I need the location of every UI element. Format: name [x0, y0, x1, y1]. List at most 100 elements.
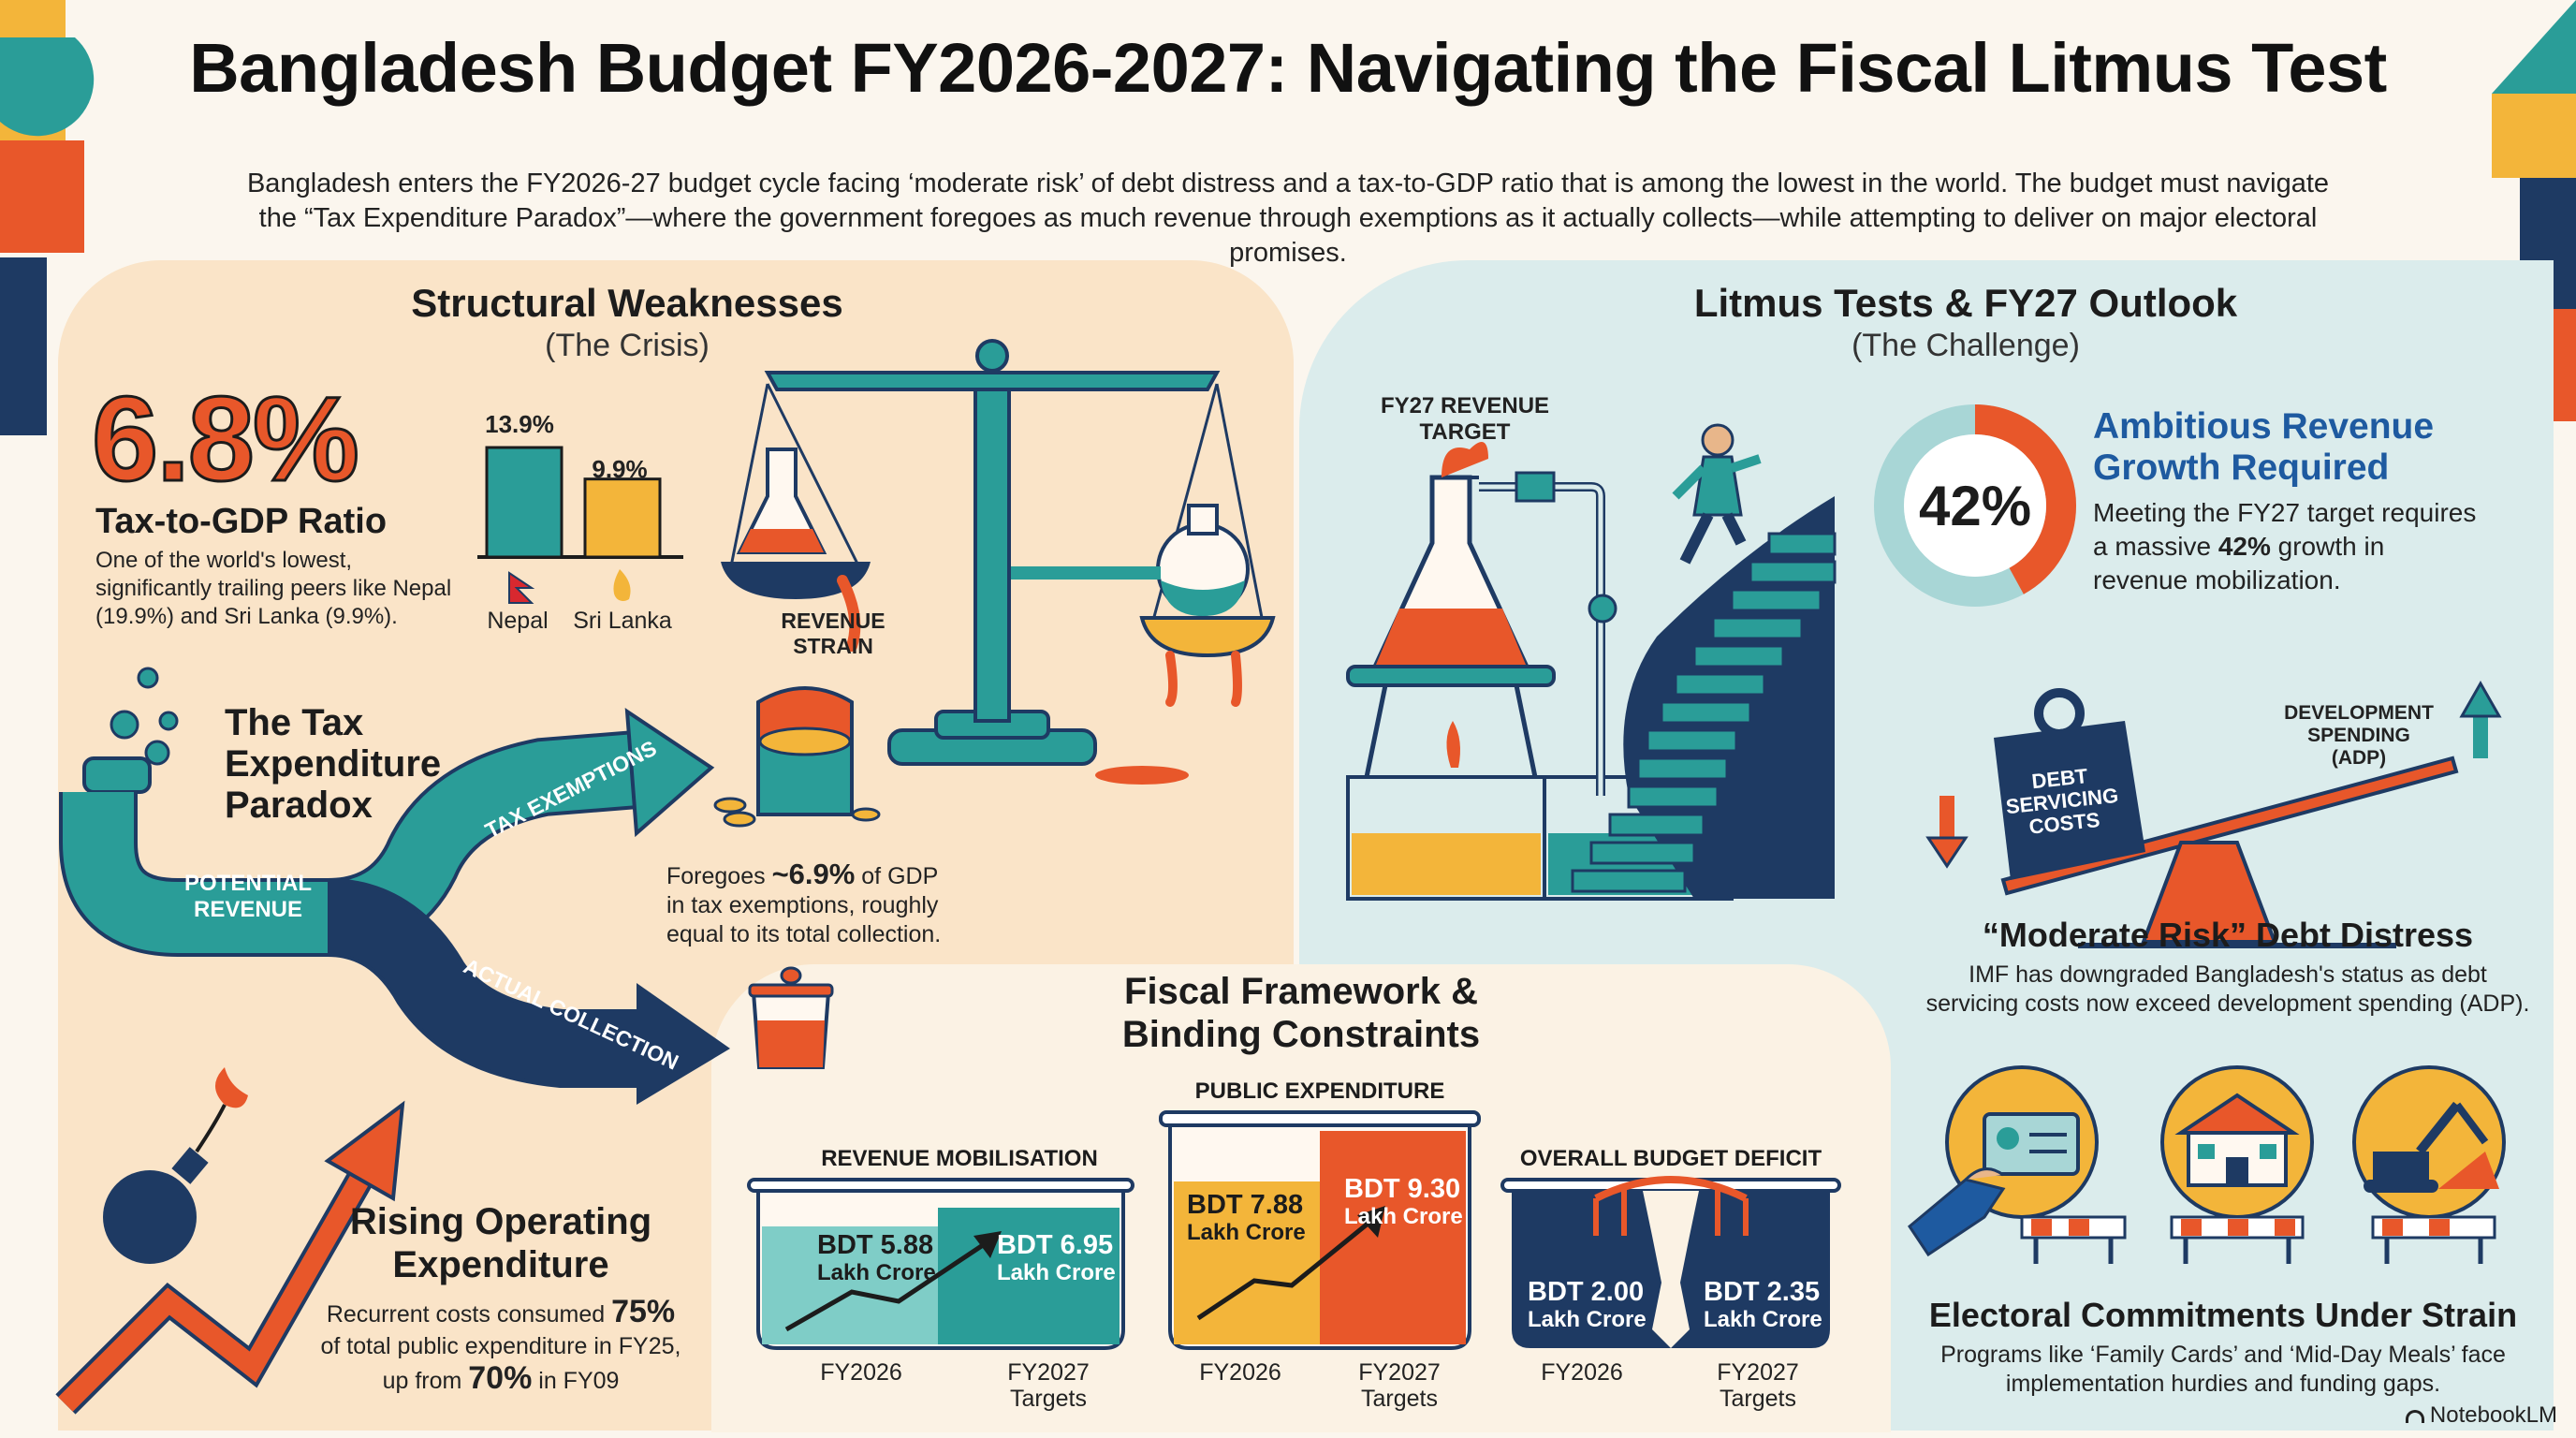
bar-sri-lanka: [583, 477, 662, 559]
rising-arrow-bomb-illustration: [55, 1067, 405, 1415]
debt-description: IMF has downgraded Bangladesh's status a…: [1900, 961, 2555, 1019]
tax-gdp-description: One of the world's lowest, significantly…: [95, 548, 452, 629]
revenue-target-label: FY27 REVENUE TARGET: [1353, 393, 1577, 446]
paradox-title-line-3: Paradox: [225, 785, 373, 826]
opex-title-line-2: Expenditure: [392, 1244, 609, 1285]
expenditure-year-fy27-line-2: Targets: [1361, 1386, 1438, 1412]
expenditure-card-chart: [1159, 1110, 1481, 1350]
potential-revenue-line-2: REVENUE: [193, 897, 303, 922]
expenditure-fy27-unit: Lakh Crore: [1344, 1204, 1463, 1229]
adp-line-1: DEVELOPMENT: [2284, 702, 2434, 724]
litmus-subtitle: (The Challenge): [1852, 328, 2080, 363]
framework-title-line-2: Binding Constraints: [1121, 1014, 1481, 1055]
opex-title-line-1: Rising Operating: [349, 1201, 652, 1242]
growth-value: 42%: [1918, 475, 2032, 537]
pot-icon: [748, 966, 834, 1069]
opex-value-70: 70%: [468, 1360, 533, 1396]
tax-gdp-label: Tax-to-GDP Ratio: [95, 502, 388, 541]
debt-seesaw-illustration: [1925, 680, 2502, 948]
adp-label: DEVELOPMENT SPENDING (ADP): [2265, 702, 2452, 770]
expenditure-year-fy26: FY2026: [1199, 1359, 1281, 1386]
deficit-fy26-amount: BDT 2.00: [1528, 1277, 1645, 1307]
structural-subtitle: (The Crisis): [545, 328, 710, 363]
foregoes-description: Foregoes ~6.9% of GDP in tax exemptions,…: [666, 859, 1003, 949]
opex-description: Recurrent costs consumed 75% of total pu…: [309, 1296, 693, 1397]
bubbles-icon: [110, 667, 179, 766]
revenue-fy26-unit: Lakh Crore: [817, 1260, 936, 1285]
revenue-year-fy26: FY2026: [820, 1359, 902, 1386]
foregoes-line-3: equal to its total collection.: [666, 921, 942, 947]
growth-desc-prefix: a massive: [2093, 532, 2218, 561]
revenue-card-label: REVENUE MOBILISATION: [821, 1146, 1098, 1171]
expenditure-fy26-value: BDT 7.88 Lakh Crore: [1187, 1191, 1306, 1247]
expenditure-card-label: PUBLIC EXPENDITURE: [1194, 1078, 1445, 1104]
deficit-card-chart: [1500, 1176, 1841, 1348]
bar-nepal: [485, 446, 564, 559]
deficit-year-fy27: FY2027 Targets: [1702, 1359, 1814, 1412]
deficit-fy27-value: BDT 2.35 Lakh Crore: [1704, 1278, 1822, 1334]
paradox-title-line-2: Expenditure: [225, 743, 442, 785]
sri-lanka-value: 9.9%: [592, 455, 648, 483]
foregoes-line-2: in tax exemptions, roughly: [666, 892, 939, 918]
litmus-title: Litmus Tests & FY27 Outlook: [1693, 281, 2238, 325]
adp-line-3: (ADP): [2331, 747, 2387, 769]
opex-line-2: of total public expenditure in FY25,: [320, 1333, 681, 1359]
growth-desc-value: 42%: [2217, 532, 2271, 561]
balance-scale-illustration: [721, 339, 1276, 785]
framework-title-line-1: Fiscal Framework &: [1124, 971, 1478, 1012]
school-icon: [2160, 1065, 2314, 1264]
opex-value-75: 75%: [611, 1294, 676, 1329]
deficit-fy27-amount: BDT 2.35: [1704, 1277, 1821, 1307]
debt-title: “Moderate Risk” Debt Distress: [1982, 916, 2474, 954]
foregoes-value: ~6.9%: [771, 858, 856, 890]
electoral-desc-line-2: implementation hurdies and funding gaps.: [2005, 1371, 2441, 1397]
structural-title: Structural Weaknesses: [411, 281, 843, 325]
debt-desc-line-2: servicing costs now exceed development s…: [1925, 990, 2530, 1017]
corner-decoration-top-left: [0, 0, 95, 435]
foregoes-prefix: Foregoes: [666, 863, 772, 889]
revenue-target-line-2: TARGET: [1419, 419, 1511, 445]
excavator-icon: [2352, 1065, 2506, 1264]
adp-line-2: SPENDING: [2307, 725, 2410, 746]
deficit-year-fy27-line-2: Targets: [1720, 1386, 1796, 1412]
opex-line-3: up from 70% in FY09: [309, 1362, 693, 1397]
deficit-fy26-unit: Lakh Crore: [1528, 1307, 1647, 1332]
expenditure-year-fy27: FY2027 Targets: [1343, 1359, 1456, 1412]
sri-lanka-label: Sri Lanka: [573, 608, 672, 634]
revenue-card-chart: [747, 1178, 1134, 1350]
growth-description: Meeting the FY27 target requires a massi…: [2093, 496, 2476, 597]
opex-line-1-text: Recurrent costs consumed: [326, 1301, 612, 1328]
growth-desc-line-1: Meeting the FY27 target requires: [2093, 498, 2477, 527]
foregoes-line-1: Foregoes ~6.9% of GDP: [666, 859, 1003, 891]
deficit-fy27-unit: Lakh Crore: [1704, 1307, 1822, 1332]
revenue-fy26-amount: BDT 5.88: [817, 1230, 934, 1260]
paradox-pipe-illustration: [58, 708, 730, 1105]
foregoes-suffix: of GDP: [855, 863, 939, 889]
notebooklm-logo-icon: [2405, 1409, 2424, 1423]
expenditure-fy26-unit: Lakh Crore: [1187, 1220, 1306, 1245]
opex-line-3-prefix: up from: [382, 1368, 469, 1394]
deficit-fy26-value: BDT 2.00 Lakh Crore: [1528, 1278, 1647, 1334]
growth-desc-suffix: growth in: [2270, 532, 2385, 561]
debt-desc-line-1: IMF has downgraded Bangladesh's status a…: [1969, 961, 2487, 988]
deficit-card-label: OVERALL BUDGET DEFICIT: [1519, 1146, 1822, 1171]
peer-bar-chart: [477, 446, 683, 559]
growth-title-line-2: Growth Required: [2093, 448, 2390, 488]
page-title: Bangladesh Budget FY2026-2027: Navigatin…: [189, 29, 2387, 107]
revenue-fy26-value: BDT 5.88 Lakh Crore: [817, 1231, 936, 1287]
deficit-year-fy27-line-1: FY2027: [1717, 1359, 1799, 1386]
growth-desc-line-3: revenue mobilization.: [2093, 565, 2341, 594]
footer-brand: NotebookLM: [2405, 1402, 2557, 1429]
electoral-description: Programs like ‘Family Cards’ and ‘Mid-Da…: [1900, 1341, 2546, 1399]
growth-title-line-1: Ambitious Revenue: [2093, 406, 2435, 447]
paradox-title: The Tax Expenditure Paradox: [225, 702, 441, 826]
revenue-fy27-unit: Lakh Crore: [997, 1260, 1116, 1285]
intro-paragraph: Bangladesh enters the FY2026-27 budget c…: [246, 169, 2330, 268]
potential-revenue-label: POTENTIAL REVENUE: [164, 871, 332, 923]
footer-brand-text: NotebookLM: [2429, 1402, 2557, 1428]
expenditure-fy27-value: BDT 9.30 Lakh Crore: [1344, 1175, 1463, 1231]
growth-desc-line-2: a massive 42% growth in: [2093, 530, 2476, 564]
growth-donut: [1874, 404, 2076, 607]
electoral-desc-line-1: Programs like ‘Family Cards’ and ‘Mid-Da…: [1940, 1342, 2506, 1368]
revenue-year-fy27: FY2027 Targets: [992, 1359, 1105, 1412]
